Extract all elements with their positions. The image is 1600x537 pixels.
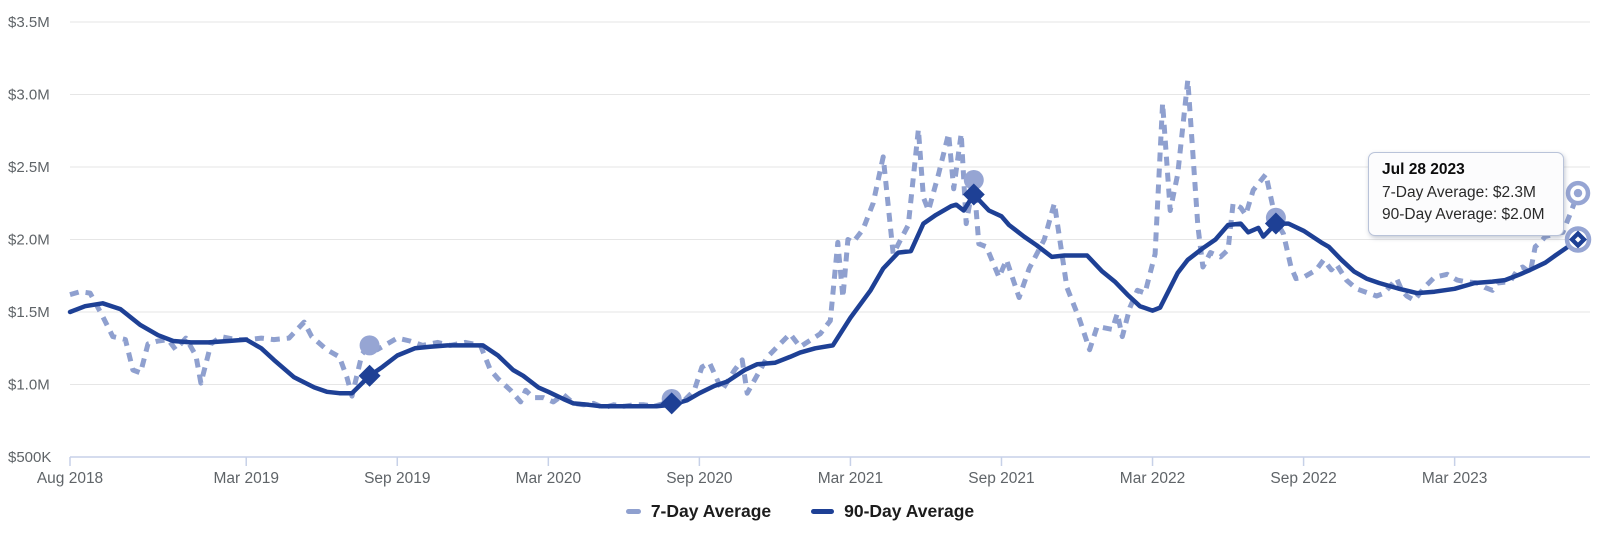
x-tick-label: Sep 2019 (364, 470, 430, 487)
legend-label-90day: 90-Day Average (844, 500, 975, 521)
tooltip-7day-value: 7-Day Average: $2.3M (1382, 184, 1536, 201)
y-tick-label: $500K (8, 449, 51, 466)
marker-diamond-90day (962, 183, 985, 206)
y-tick-label: $3.5M (8, 14, 50, 31)
dashed-line-swatch-icon (625, 508, 641, 514)
x-tick-label: Mar 2023 (1422, 470, 1487, 487)
marker-circle-7day (359, 335, 380, 356)
legend-label-7day: 7-Day Average (650, 500, 772, 521)
y-tick-label: $2.5M (8, 159, 50, 176)
marker-diamond-90day (358, 364, 381, 387)
x-tick-label: Sep 2022 (1270, 470, 1336, 487)
tooltip-date: Jul 28 2023 (1382, 161, 1465, 178)
x-tick-label: Mar 2021 (818, 470, 883, 487)
series-line-90day-average (67, 192, 1581, 409)
x-tick-label: Aug 2018 (37, 470, 103, 487)
end-marker-dot-7day (1573, 188, 1583, 198)
end-marker-diamond-center (1575, 236, 1581, 243)
series-line-7day-average (69, 77, 1581, 411)
x-tick-label: Sep 2021 (968, 470, 1034, 487)
y-tick-label: $2.0M (8, 232, 50, 249)
x-tick-label: Mar 2022 (1120, 470, 1185, 487)
y-tick-label: $3.0M (8, 87, 50, 104)
legend: 7-Day Average 90-Day Average (0, 493, 1600, 529)
legend-item-7day-average[interactable]: 7-Day Average (625, 500, 772, 522)
x-tick-label: Mar 2020 (516, 470, 582, 487)
legend-item-90day-average[interactable]: 90-Day Average (811, 501, 974, 522)
x-tick-label: Sep 2020 (666, 470, 733, 487)
y-tick-label: $1.5M (8, 304, 50, 321)
chart-canvas[interactable]: $500K $1.0M $1.5M $2.0M $2.5M $3.0M $3.5M Aug 2… (0, 0, 1600, 490)
marker-circle-7day (963, 170, 984, 191)
marker-diamond-90day (1264, 212, 1287, 235)
tooltip: Jul 28 2023 7-Day Average: $2.3M 90-Day … (1368, 152, 1564, 236)
marker-diamond-90day (660, 392, 683, 415)
y-tick-label: $1.0M (8, 377, 50, 394)
solid-line-swatch-icon (811, 508, 835, 514)
x-tick-label: Mar 2019 (213, 470, 278, 487)
tooltip-90day-value: 90-Day Average: $2.0M (1382, 206, 1545, 223)
